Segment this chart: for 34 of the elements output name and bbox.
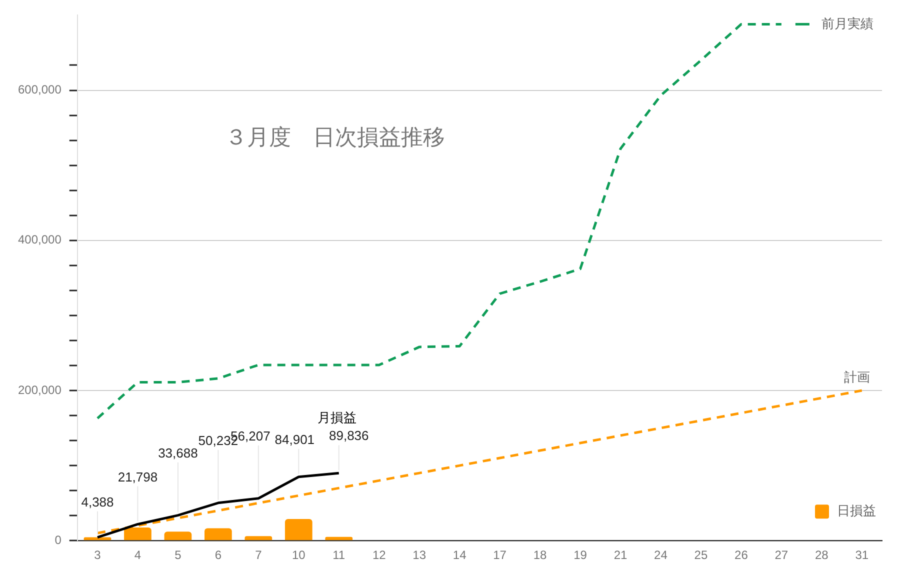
x-tick-label: 5 [174, 548, 182, 562]
x-tick-label: 11 [332, 548, 346, 562]
x-tick-label: 19 [574, 548, 588, 562]
x-tick-label: 17 [493, 548, 507, 562]
x-tick-label: 6 [214, 548, 222, 562]
x-tick-label: 31 [855, 548, 869, 562]
data-label: 4,388 [81, 494, 114, 510]
series-label: 計画 [844, 370, 870, 385]
x-tick-label: 25 [694, 548, 708, 562]
y-tick-label: 200,000 [18, 382, 62, 397]
legend-label: 前月実績 [821, 16, 874, 31]
y-tick-label: 600,000 [18, 82, 62, 97]
x-tick-label: 3 [94, 548, 102, 562]
text: ３月度 日次損益推移 [224, 124, 445, 150]
x-tick-label: 13 [412, 548, 426, 562]
x-tick-label: 24 [654, 548, 668, 562]
x-tick-label: 12 [372, 548, 386, 562]
x-tick-label: 18 [533, 548, 548, 562]
data-label: 84,901 [274, 432, 315, 447]
x-tick-label: 14 [452, 548, 467, 562]
x-tick-label: 26 [734, 548, 748, 562]
data-label: 21,798 [118, 469, 158, 484]
x-tick-label: 21 [614, 548, 628, 562]
y-tick-label: 0 [54, 532, 62, 547]
y-tick-label: 400,000 [18, 232, 62, 247]
text: 月損益 [317, 410, 356, 426]
data-label: 89,836 [328, 428, 369, 444]
x-tick-label: 28 [814, 548, 829, 562]
x-tick-label: 7 [255, 548, 262, 562]
x-tick-label: 27 [774, 548, 788, 562]
data-label: 33,688 [158, 445, 198, 460]
legend-label: 日損益 [837, 503, 876, 518]
x-tick-label: 4 [134, 548, 142, 562]
x-tick-label: 10 [292, 548, 306, 562]
